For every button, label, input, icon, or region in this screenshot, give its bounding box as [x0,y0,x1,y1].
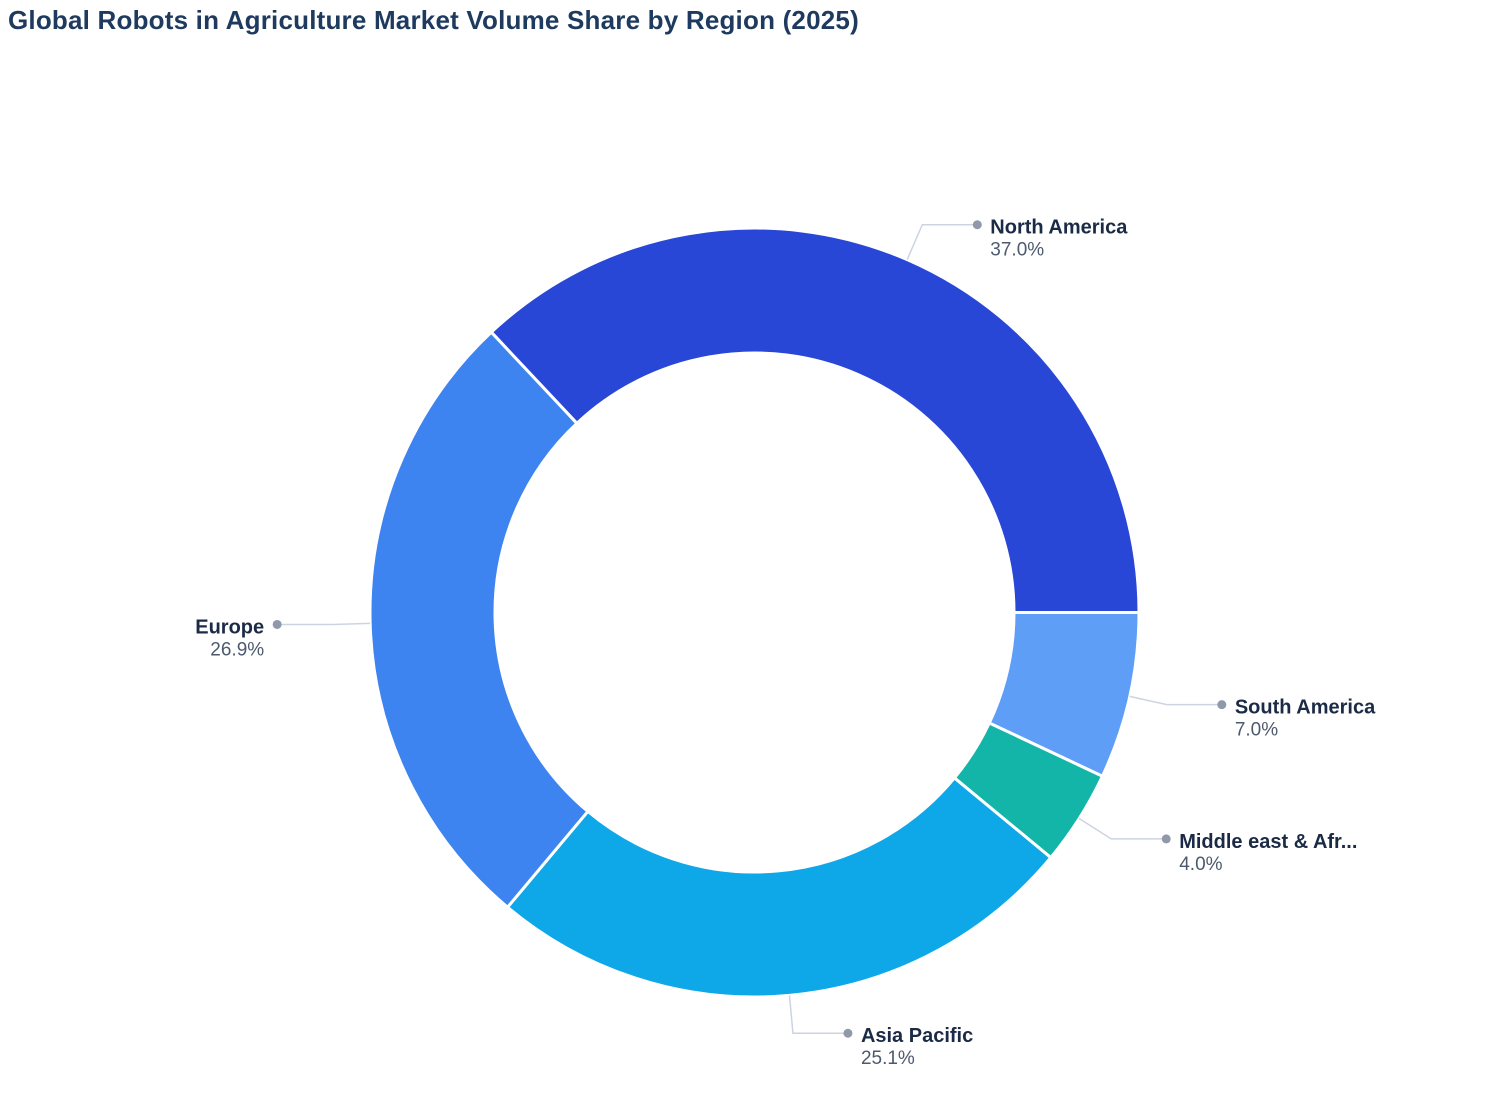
slice-label-name-north-america: North America [990,217,1128,239]
slice-label-value-north-america: 37.0% [990,240,1044,261]
leader-dot-europe [272,619,282,629]
leader-dot-north-america [972,220,982,230]
slice-label-name-europe: Europe [195,616,264,638]
donut-slices [368,226,1141,999]
slice-label-value-middle-east-afr: 4.0% [1179,854,1222,875]
leader-lines [272,220,1227,1038]
leader-line-north-america [906,223,978,260]
leader-line-europe [277,622,371,626]
slice-label-name-middle-east-afr: Middle east & Afr... [1179,831,1357,853]
leader-dot-middle-east-afr [1161,834,1171,844]
leader-line-south-america [1129,695,1222,706]
leader-dot-south-america [1217,700,1227,710]
slice-label-name-south-america: South America [1235,697,1376,719]
slice-label-value-europe: 26.9% [210,639,264,660]
slice-asia-pacific[interactable] [506,776,1053,999]
chart-title: Global Robots in Agriculture Market Volu… [8,5,859,35]
leader-line-asia-pacific [788,995,848,1034]
slice-label-value-south-america: 7.0% [1235,720,1278,741]
leader-line-middle-east-afr [1078,817,1167,840]
slice-europe[interactable] [368,330,590,909]
leader-dot-asia-pacific [843,1028,853,1038]
slice-label-value-asia-pacific: 25.1% [861,1048,915,1069]
slice-north-america[interactable] [489,226,1141,614]
slice-label-name-asia-pacific: Asia Pacific [861,1025,973,1047]
